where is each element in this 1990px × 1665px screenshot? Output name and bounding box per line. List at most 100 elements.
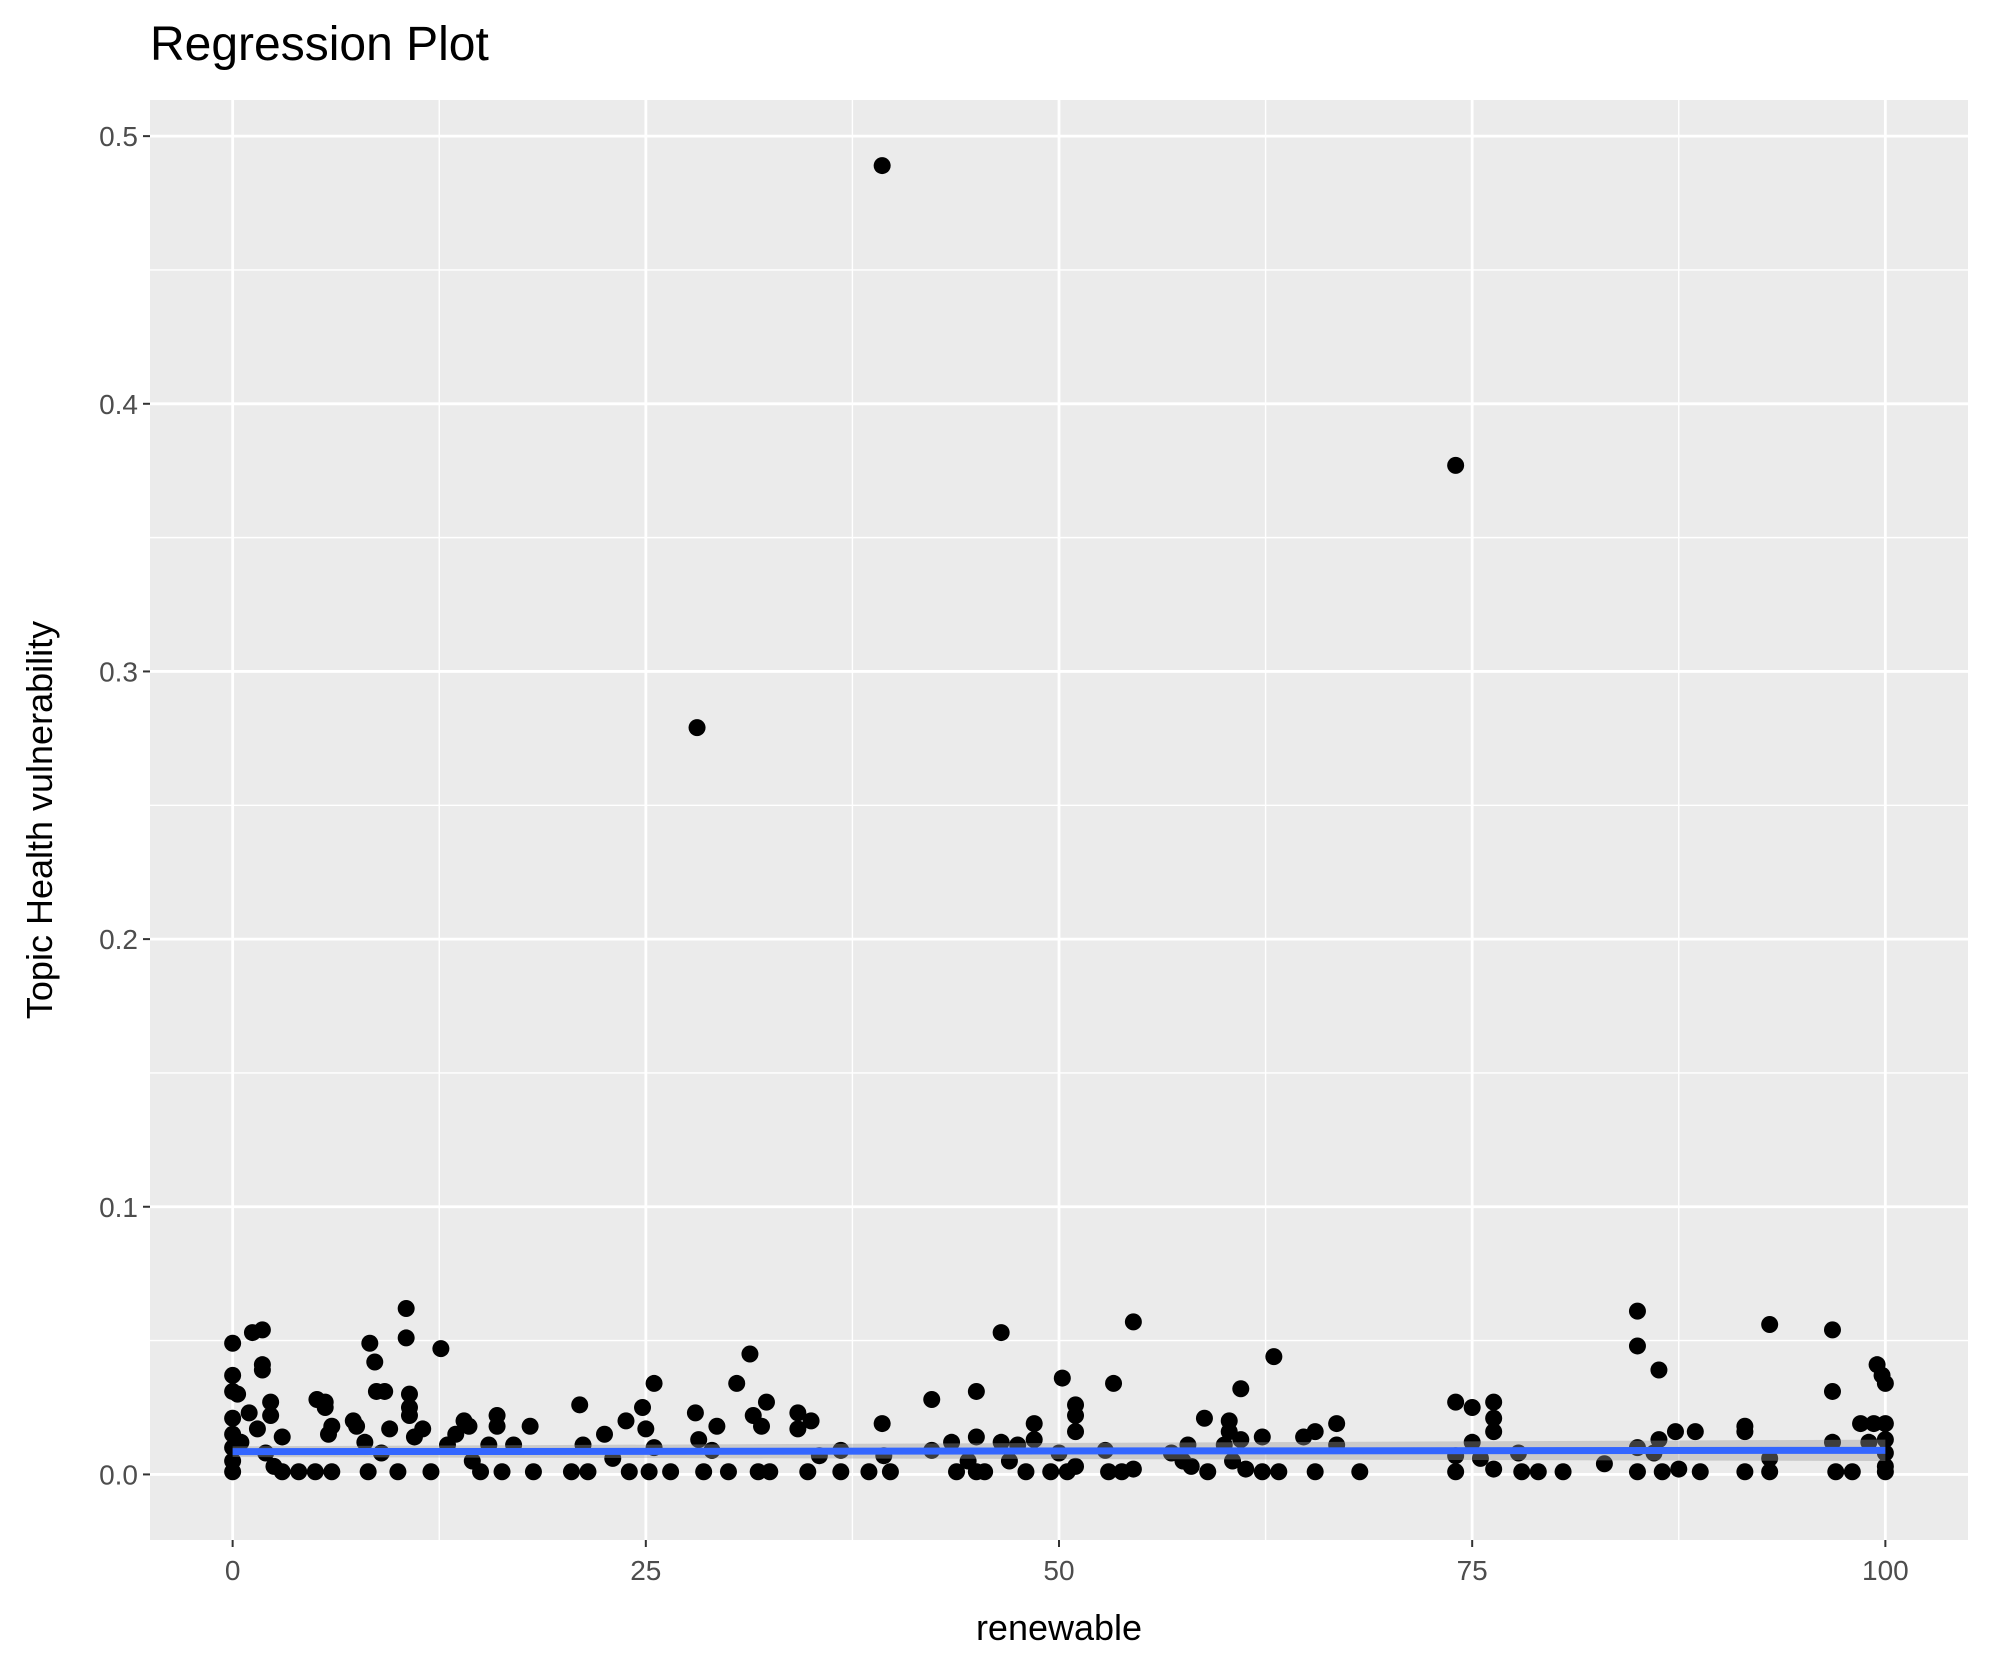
point: [1736, 1463, 1754, 1481]
point: [719, 1463, 737, 1481]
point: [1447, 456, 1465, 474]
point: [976, 1463, 994, 1481]
point: [967, 1428, 985, 1446]
point: [992, 1324, 1010, 1342]
point: [695, 1463, 713, 1481]
y-axis-title: Topic Health vulnerability: [19, 621, 60, 1019]
point: [1513, 1463, 1531, 1481]
point: [943, 1433, 961, 1451]
point: [240, 1404, 258, 1422]
point: [992, 1433, 1010, 1451]
point: [1182, 1457, 1200, 1475]
point: [596, 1425, 613, 1443]
regression-line: [232, 1446, 1886, 1456]
point: [1628, 1337, 1646, 1355]
point: [400, 1407, 418, 1425]
point: [366, 1353, 384, 1371]
y-tick-label: 0.5: [99, 121, 138, 152]
point: [1670, 1460, 1688, 1478]
y-tick-label: 0.2: [99, 924, 138, 955]
point: [1761, 1316, 1779, 1334]
point: [356, 1433, 374, 1451]
point: [1691, 1463, 1709, 1481]
point: [361, 1334, 379, 1352]
point: [323, 1417, 341, 1435]
point: [262, 1393, 280, 1411]
point: [1485, 1393, 1503, 1411]
point: [348, 1417, 366, 1435]
point: [1270, 1463, 1288, 1481]
point: [1067, 1457, 1085, 1475]
point: [1650, 1431, 1668, 1449]
point: [460, 1417, 478, 1435]
point: [1253, 1428, 1271, 1446]
point: [967, 1382, 985, 1400]
point: [1876, 1463, 1894, 1481]
point: [571, 1396, 589, 1414]
point: [923, 1390, 941, 1408]
point: [753, 1417, 771, 1435]
point: [1351, 1463, 1369, 1481]
point: [273, 1428, 291, 1446]
point: [381, 1420, 399, 1438]
point: [1595, 1455, 1613, 1473]
point: [789, 1404, 807, 1422]
point: [1124, 1313, 1142, 1331]
point: [306, 1463, 324, 1481]
y-tick-label: 0.1: [99, 1192, 138, 1223]
point: [741, 1345, 759, 1363]
point: [1265, 1348, 1283, 1366]
point: [323, 1463, 341, 1481]
point: [472, 1463, 490, 1481]
point: [1017, 1463, 1035, 1481]
point: [521, 1417, 539, 1435]
point: [1199, 1463, 1217, 1481]
point: [1447, 1463, 1465, 1481]
point: [316, 1399, 334, 1417]
x-tick-label: 50: [1043, 1555, 1074, 1586]
point: [224, 1409, 242, 1427]
point: [1253, 1463, 1271, 1481]
point: [493, 1463, 511, 1481]
point: [1876, 1431, 1894, 1449]
point: [1761, 1463, 1779, 1481]
y-tick-label: 0.3: [99, 656, 138, 687]
point: [273, 1463, 291, 1481]
point: [1860, 1433, 1878, 1451]
point: [640, 1463, 658, 1481]
point: [1852, 1415, 1870, 1433]
point: [397, 1299, 415, 1317]
point: [799, 1463, 817, 1481]
point: [860, 1463, 878, 1481]
point: [432, 1340, 450, 1358]
point: [1529, 1463, 1547, 1481]
point: [662, 1463, 680, 1481]
point: [1628, 1302, 1646, 1320]
point: [832, 1463, 850, 1481]
point: [1653, 1463, 1671, 1481]
point: [873, 157, 891, 175]
point: [1306, 1423, 1324, 1441]
point: [1485, 1460, 1503, 1478]
point: [224, 1366, 242, 1384]
point: [224, 1463, 242, 1481]
point: [1195, 1409, 1213, 1427]
point: [873, 1415, 891, 1433]
point: [1686, 1423, 1704, 1441]
point: [232, 1433, 250, 1451]
point: [1463, 1433, 1481, 1451]
point: [1761, 1449, 1779, 1467]
point: [708, 1417, 726, 1435]
point: [1736, 1423, 1754, 1441]
point: [1876, 1415, 1894, 1433]
point: [634, 1399, 652, 1417]
point: [1628, 1463, 1646, 1481]
point: [645, 1374, 663, 1392]
point: [686, 1404, 704, 1422]
point: [253, 1361, 271, 1379]
point: [248, 1420, 266, 1438]
point: [1328, 1415, 1346, 1433]
point: [1463, 1399, 1481, 1417]
point: [1447, 1393, 1465, 1411]
